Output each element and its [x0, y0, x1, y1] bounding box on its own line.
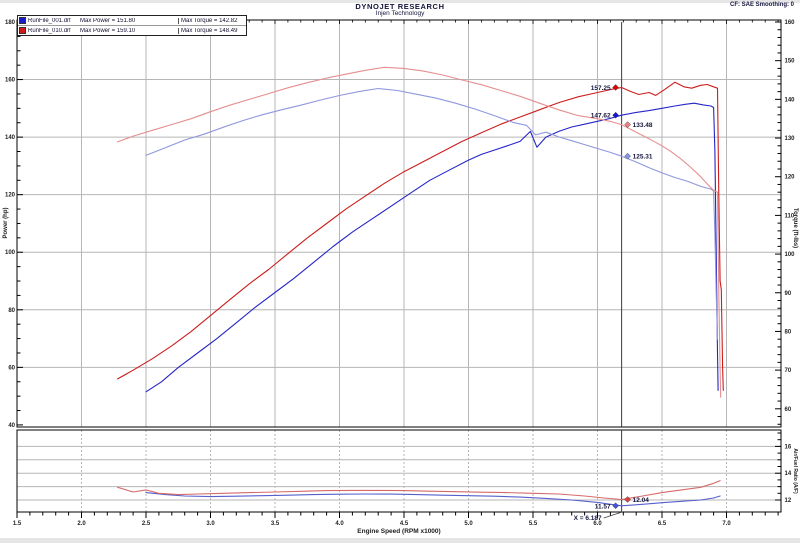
- torque-axis-tick-label: 80: [785, 329, 792, 335]
- cursor-value-label: 12.04: [633, 497, 650, 504]
- x-axis-tick-label: 6.0: [593, 521, 602, 527]
- afr-axis-tick-label: 14: [785, 471, 792, 477]
- run1-file-label: RunFile_001.drf: [28, 17, 71, 24]
- cursor-marker-afr: [612, 502, 619, 510]
- torque-axis-tick-label: 120: [785, 175, 796, 181]
- cursor-value-label: 11.57: [595, 503, 611, 510]
- power-axis-tick-label: 80: [8, 308, 15, 314]
- page-title: DYNOJET RESEARCH: [355, 2, 445, 11]
- run2-max-power-label: Max Power = 159.10: [80, 27, 136, 34]
- power_run1-curve: [145, 102, 719, 393]
- x-axis-tick-label: 7.0: [722, 521, 731, 527]
- torque-axis-title: Torque (ft-lbs): [792, 208, 798, 248]
- torque-axis-tick-label: 60: [785, 407, 792, 413]
- torque-axis-tick-label: 70: [785, 368, 792, 374]
- torque_run2-curve: [117, 66, 722, 398]
- torque-axis-tick-label: 160: [785, 20, 796, 26]
- cursor-marker-torque: [624, 152, 631, 160]
- cursor-x-leader: [603, 512, 621, 519]
- torque-axis-tick-label: 100: [785, 252, 796, 258]
- x-axis-tick-label: 2.5: [142, 521, 151, 527]
- cursor-x-label: X = 6.187: [574, 515, 602, 522]
- cursor-value-label: 133.48: [633, 122, 653, 129]
- legend-row-run2[interactable]: RunFile_010.drf Max Power = 159.10 Max T…: [18, 25, 246, 35]
- torque-axis-tick-label: 90: [785, 291, 792, 297]
- cursor-marker-torque: [624, 121, 631, 128]
- cursor-marker-power: [612, 84, 619, 91]
- power-axis-tick-label: 180: [5, 20, 16, 26]
- afr_run2-curve: [117, 480, 721, 501]
- power-axis-tick-label: 120: [5, 193, 16, 199]
- afr-axis-title: Air/Fuel Ratio (A/F): [792, 448, 798, 494]
- cursor-marker-afr: [624, 496, 631, 503]
- afr-panel-border: [16, 429, 782, 513]
- torque-axis-tick-label: 150: [785, 59, 796, 65]
- x-axis-title: Engine Speed (RPM x1000): [357, 528, 440, 535]
- afr-axis-tick-label: 12: [785, 498, 792, 504]
- x-axis-tick-label: 4.5: [400, 521, 409, 527]
- torque-axis-tick-label: 130: [785, 136, 796, 142]
- cursor-value-label: 125.31: [633, 154, 653, 161]
- power-axis-title: Power (hp): [3, 207, 9, 238]
- run2-max-torque-label: Max Torque = 148.49: [178, 27, 246, 34]
- top-edge-band: [0, 0, 800, 3]
- x-axis-tick-label: 3.0: [206, 521, 215, 527]
- power-axis-tick-label: 40: [8, 423, 15, 429]
- x-axis-tick-label: 4.0: [335, 521, 344, 527]
- torque-axis-tick-label: 140: [785, 97, 796, 103]
- run1-max-torque-label: Max Torque = 142.82: [178, 17, 246, 24]
- x-axis-tick-label: 1.5: [13, 521, 22, 527]
- x-axis-tick-label: 6.5: [658, 521, 667, 527]
- afr_run1-curve: [145, 492, 721, 507]
- torque_run1-curve: [145, 87, 719, 340]
- cursor-value-label: 157.25: [591, 85, 611, 92]
- power_run2-curve: [117, 81, 724, 391]
- run1-color-swatch: [19, 17, 26, 24]
- power-axis-tick-label: 160: [5, 78, 16, 84]
- bottom-edge-band: [0, 538, 800, 543]
- run1-max-power-label: Max Power = 151.80: [80, 17, 136, 24]
- x-axis-tick-label: 3.5: [271, 521, 280, 527]
- torque-axis-tick-label: 110: [785, 213, 795, 219]
- x-axis-tick-label: 5.5: [529, 521, 538, 527]
- power-axis-tick-label: 100: [5, 250, 16, 256]
- x-axis-tick-label: 2.0: [77, 521, 86, 527]
- main-panel-border: [16, 19, 782, 428]
- x-axis-tick-label: 5.0: [464, 521, 473, 527]
- power-axis-tick-label: 140: [5, 135, 16, 141]
- cursor-marker-power: [612, 111, 619, 119]
- cursor-value-label: 147.62: [591, 113, 611, 120]
- power-axis-tick-label: 60: [8, 365, 15, 371]
- correction-smoothing-label: CF: SAE Smoothing: 0: [730, 2, 794, 8]
- afr-axis-tick-label: 16: [785, 444, 792, 450]
- run2-color-swatch: [19, 27, 26, 34]
- run-legend: RunFile_001.drf Max Power = 151.80 Max T…: [17, 15, 247, 36]
- run2-file-label: RunFile_010.drf: [28, 27, 71, 34]
- page-subtitle: Injen Technology: [375, 10, 425, 17]
- legend-row-run1[interactable]: RunFile_001.drf Max Power = 151.80 Max T…: [18, 16, 246, 25]
